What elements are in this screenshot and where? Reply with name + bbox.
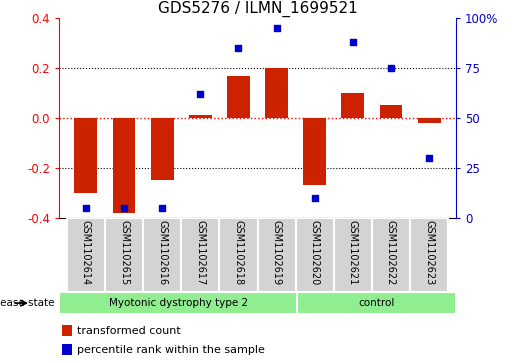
Bar xyxy=(297,292,456,314)
Bar xyxy=(181,218,219,292)
Bar xyxy=(303,118,326,185)
Bar xyxy=(143,218,181,292)
Title: GDS5276 / ILMN_1699521: GDS5276 / ILMN_1699521 xyxy=(158,1,357,17)
Bar xyxy=(227,76,250,118)
Text: GSM1102620: GSM1102620 xyxy=(310,220,320,285)
Bar xyxy=(59,292,297,314)
Text: GSM1102616: GSM1102616 xyxy=(157,220,167,285)
Bar xyxy=(410,218,448,292)
Point xyxy=(311,195,319,201)
Text: GSM1102622: GSM1102622 xyxy=(386,220,396,285)
Bar xyxy=(113,118,135,213)
Text: control: control xyxy=(358,298,394,308)
Bar xyxy=(258,218,296,292)
Bar xyxy=(67,218,105,292)
Point xyxy=(196,91,204,97)
Text: GSM1102619: GSM1102619 xyxy=(271,220,282,285)
Bar xyxy=(418,118,440,123)
Point xyxy=(349,39,357,45)
Point xyxy=(387,65,395,71)
Bar xyxy=(341,93,364,118)
Text: GSM1102623: GSM1102623 xyxy=(424,220,434,285)
Text: transformed count: transformed count xyxy=(77,326,181,336)
Point xyxy=(272,25,281,31)
Bar xyxy=(380,106,402,118)
Bar xyxy=(105,218,143,292)
Bar xyxy=(62,343,72,355)
Bar xyxy=(265,68,288,118)
Text: percentile rank within the sample: percentile rank within the sample xyxy=(77,345,265,355)
Bar xyxy=(75,118,97,193)
Text: GSM1102617: GSM1102617 xyxy=(195,220,205,285)
Text: GSM1102618: GSM1102618 xyxy=(233,220,244,285)
Bar xyxy=(219,218,258,292)
Bar xyxy=(334,218,372,292)
Point xyxy=(158,205,166,211)
Point xyxy=(82,205,90,211)
Bar xyxy=(296,218,334,292)
Text: Myotonic dystrophy type 2: Myotonic dystrophy type 2 xyxy=(109,298,248,308)
Point xyxy=(120,205,128,211)
Bar xyxy=(62,325,72,337)
Text: GSM1102621: GSM1102621 xyxy=(348,220,358,285)
Bar xyxy=(189,115,212,118)
Point xyxy=(425,155,433,161)
Bar xyxy=(372,218,410,292)
Text: GSM1102614: GSM1102614 xyxy=(81,220,91,285)
Bar xyxy=(151,118,174,180)
Text: GSM1102615: GSM1102615 xyxy=(119,220,129,285)
Text: disease state: disease state xyxy=(0,298,54,308)
Point xyxy=(234,45,243,51)
